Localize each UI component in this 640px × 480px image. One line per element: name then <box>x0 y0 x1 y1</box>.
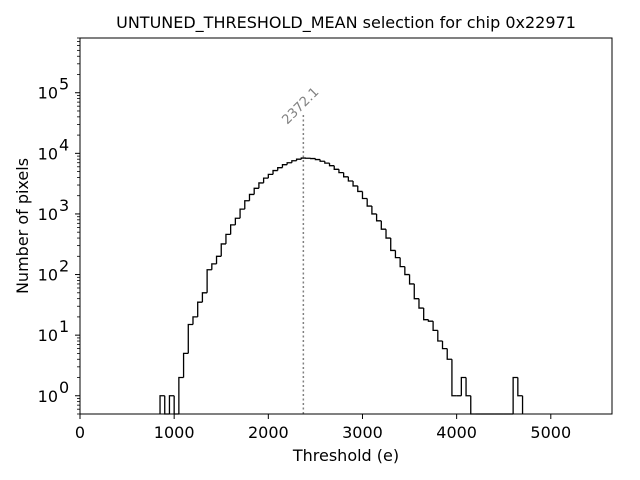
histogram-bin <box>333 165 339 170</box>
y-tick-exponent: 2 <box>59 257 69 276</box>
x-axis-title: Threshold (e) <box>292 446 399 465</box>
histogram-bin <box>253 187 259 195</box>
histogram-bin <box>300 157 306 160</box>
histogram-bin <box>375 213 382 222</box>
histogram-bin <box>225 233 231 244</box>
x-tick-label: 0 <box>75 423 85 442</box>
x-tick-label: 5000 <box>530 423 571 442</box>
histogram-bin <box>159 395 165 414</box>
histogram-bin <box>244 200 250 210</box>
y-tick-label: 10 <box>38 326 58 345</box>
histogram-bin <box>366 198 372 207</box>
histogram-bin <box>234 217 241 225</box>
histogram-bin <box>328 163 335 167</box>
histogram-bin <box>517 377 523 397</box>
y-tick-exponent: 4 <box>59 135 69 154</box>
histogram-bin <box>168 395 175 414</box>
histogram-bin <box>286 162 292 165</box>
histogram-bin <box>437 330 443 342</box>
histogram-bin <box>432 321 438 332</box>
histogram-bin <box>291 160 297 163</box>
histogram-bin <box>230 224 236 235</box>
histogram-bin <box>371 206 377 215</box>
histogram-bin <box>267 173 274 179</box>
histogram-bin <box>399 257 405 268</box>
histogram-bin <box>418 298 424 309</box>
y-tick-label: 10 <box>38 144 58 163</box>
histogram-bin <box>277 167 283 171</box>
y-tick-label: 10 <box>38 387 58 406</box>
histogram-bin <box>342 172 349 178</box>
histogram-bin <box>215 255 222 264</box>
histogram-bin <box>211 263 217 270</box>
y-axis-title: Number of pixels <box>13 158 32 294</box>
histogram-bin <box>182 352 189 378</box>
histogram-bin <box>390 238 396 252</box>
histogram-bin <box>413 283 419 300</box>
chart-title: UNTUNED_THRESHOLD_MEAN selection for chi… <box>116 13 576 33</box>
y-tick-label: 10 <box>38 84 58 103</box>
histogram-bin <box>357 185 363 193</box>
histogram-bin <box>451 359 457 397</box>
x-axis: 0 1000 2000 3000 4000 5000 <box>75 414 571 442</box>
histogram-bin <box>178 376 184 414</box>
histogram-bin <box>239 208 245 219</box>
histogram-bin <box>385 229 391 239</box>
histogram-bin <box>460 376 467 396</box>
histogram-bin <box>192 316 198 325</box>
histogram-bin <box>206 269 212 293</box>
y-tick-label: 10 <box>38 266 58 285</box>
histogram-bin <box>324 161 330 164</box>
histogram-bin <box>295 158 302 161</box>
histogram-bin <box>220 243 226 257</box>
histogram-bin <box>465 377 471 397</box>
y-tick-exponent: 1 <box>59 317 69 336</box>
x-tick-label: 1000 <box>154 423 195 442</box>
histogram-bin <box>352 180 358 187</box>
histogram-bin <box>512 376 518 414</box>
histogram-bin <box>446 348 452 360</box>
x-tick-label: 3000 <box>342 423 383 442</box>
y-tick-exponent: 3 <box>59 196 69 215</box>
histogram-bin <box>187 323 193 354</box>
histogram-bin <box>272 169 278 175</box>
histogram-bin <box>441 341 448 350</box>
histogram-bin <box>248 193 255 201</box>
histogram-bin <box>338 169 344 174</box>
x-tick-label: 4000 <box>436 423 477 442</box>
histogram-bin <box>281 164 288 168</box>
histogram-bin <box>361 191 368 200</box>
histogram-bin <box>201 292 208 303</box>
x-tick-label: 2000 <box>248 423 289 442</box>
histogram-bin <box>408 274 415 285</box>
histogram-bin <box>423 308 429 321</box>
y-tick-exponent: 5 <box>59 75 69 94</box>
y-tick-exponent: 0 <box>59 378 69 397</box>
histogram-bin <box>197 301 203 317</box>
histogram-bin <box>427 319 434 322</box>
histogram-bin <box>380 220 387 230</box>
histogram-bin <box>258 182 264 189</box>
y-tick-label: 10 <box>38 205 58 224</box>
histogram-bin <box>394 250 401 259</box>
histogram-bin <box>319 159 325 162</box>
histogram-bin <box>347 176 354 182</box>
histogram-bin <box>314 158 321 161</box>
histogram-bin <box>404 266 410 276</box>
histogram-bin <box>262 177 269 183</box>
plot-frame <box>79 37 613 415</box>
